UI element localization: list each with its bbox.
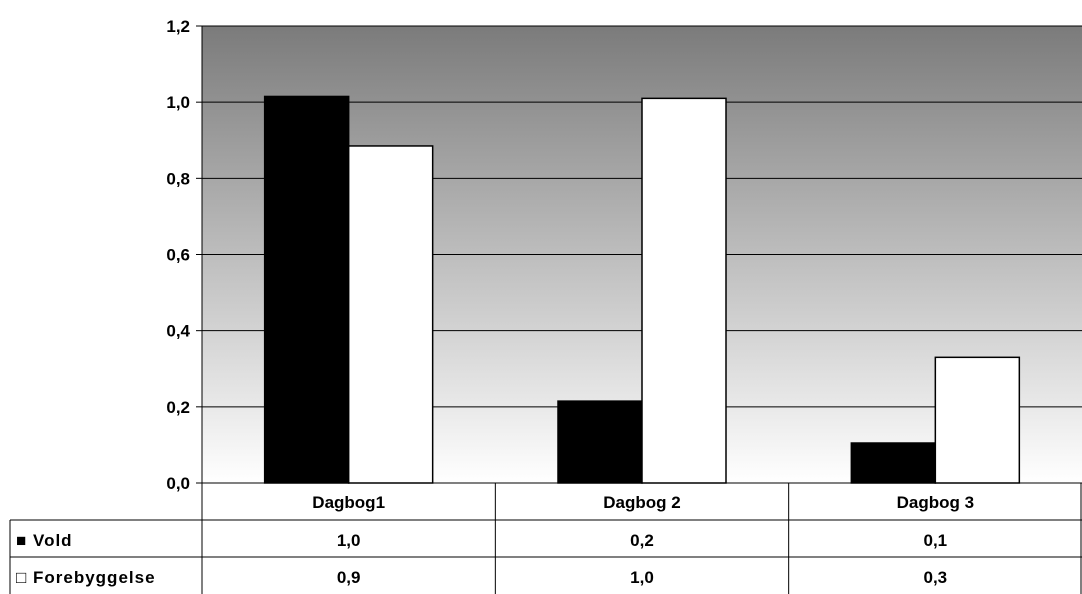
x-category-label: Dagbog 2 bbox=[603, 493, 680, 512]
table-value: 0,2 bbox=[630, 531, 654, 550]
x-category-label: Dagbog 3 bbox=[897, 493, 974, 512]
y-tick-label: 1,2 bbox=[166, 17, 190, 36]
y-tick-label: 0,4 bbox=[166, 322, 190, 341]
bars bbox=[263, 95, 1021, 484]
x-category-label: Dagbog1 bbox=[312, 493, 385, 512]
bar-vold-2 bbox=[557, 400, 643, 484]
bar-forebyggelse-2 bbox=[641, 97, 727, 484]
y-tick-label: 0,0 bbox=[166, 474, 190, 493]
table-value: 0,1 bbox=[924, 531, 948, 550]
legend-entry-vold: ■ Vold bbox=[16, 531, 73, 550]
legend-entry-forebyggelse: □ Forebyggelse bbox=[16, 568, 156, 587]
table-value: 1,0 bbox=[337, 531, 361, 550]
data-table: Dagbog1 Dagbog 2 Dagbog 3 ■ Vold 1,0 0,2 0,1 □ … bbox=[9, 482, 1082, 594]
y-tick-label: 0,2 bbox=[166, 398, 190, 417]
y-tick-labels: 0,0 0,2 0,4 0,6 0,8 1,0 1,2 bbox=[166, 17, 190, 493]
bar-forebyggelse-3 bbox=[934, 356, 1021, 484]
table-value: 0,3 bbox=[924, 568, 948, 587]
table-value: 1,0 bbox=[630, 568, 654, 587]
y-tick-label: 0,8 bbox=[166, 169, 190, 188]
bar-vold-3 bbox=[850, 442, 937, 484]
y-tick-label: 0,6 bbox=[166, 246, 190, 265]
bar-forebyggelse-1 bbox=[347, 145, 434, 484]
bar-vold-1 bbox=[263, 95, 350, 484]
table-value: 0,9 bbox=[337, 568, 361, 587]
y-tick-label: 1,0 bbox=[166, 93, 190, 112]
